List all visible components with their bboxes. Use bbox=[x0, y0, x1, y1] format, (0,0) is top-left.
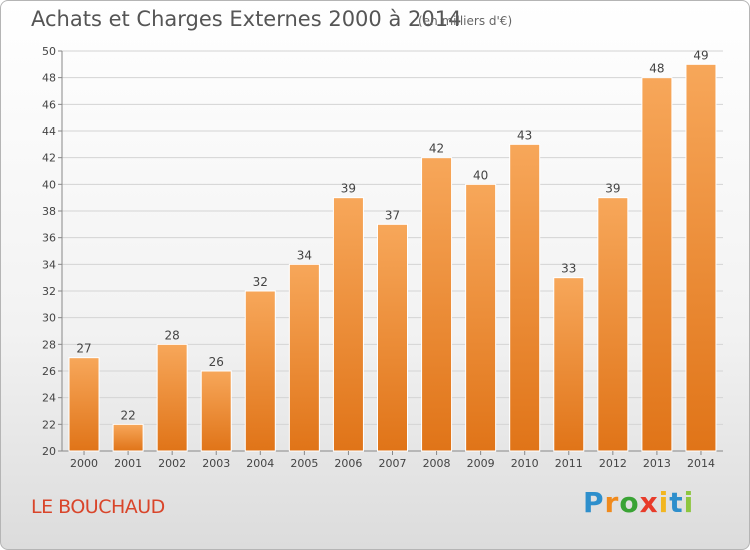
bar-2002 bbox=[156, 343, 188, 452]
logo-letter: t bbox=[669, 486, 684, 519]
logo-letter: i bbox=[658, 486, 670, 519]
value-label-2014: 49 bbox=[693, 48, 708, 62]
bar-2008 bbox=[421, 157, 453, 452]
value-label-2002: 28 bbox=[165, 328, 180, 342]
y-tick-label: 32 bbox=[42, 285, 56, 298]
x-tick-label-2004: 2004 bbox=[246, 457, 274, 470]
logo-letter: P bbox=[583, 486, 605, 519]
bar-2004 bbox=[244, 290, 276, 452]
x-tick-label-2003: 2003 bbox=[202, 457, 230, 470]
y-tick-label: 34 bbox=[42, 258, 56, 271]
bar-2013 bbox=[641, 77, 673, 452]
value-label-2012: 39 bbox=[605, 182, 620, 196]
logo-letter: r bbox=[604, 486, 620, 519]
x-tick-label-2005: 2005 bbox=[290, 457, 318, 470]
value-label-2001: 22 bbox=[120, 408, 135, 422]
logo-letter: i bbox=[683, 486, 695, 519]
logo-letter: o bbox=[619, 486, 640, 519]
bar-2006 bbox=[332, 197, 364, 452]
logo-letter: x bbox=[639, 486, 659, 519]
bar-2001 bbox=[112, 423, 144, 452]
x-tick-label-2000: 2000 bbox=[70, 457, 98, 470]
bar-2003 bbox=[200, 370, 232, 452]
bar-2011 bbox=[553, 277, 585, 452]
y-tick-label: 46 bbox=[42, 98, 56, 111]
x-tick-label-2007: 2007 bbox=[379, 457, 407, 470]
x-tick-label-2014: 2014 bbox=[687, 457, 715, 470]
value-label-2004: 32 bbox=[253, 275, 268, 289]
commune-name: LE BOUCHAUD bbox=[31, 496, 165, 518]
x-tick-label-2006: 2006 bbox=[334, 457, 362, 470]
x-tick-label-2010: 2010 bbox=[511, 457, 539, 470]
bar-2012 bbox=[597, 197, 629, 452]
y-tick-label: 50 bbox=[42, 45, 56, 58]
y-tick-label: 20 bbox=[42, 445, 56, 458]
value-label-2005: 34 bbox=[297, 248, 312, 262]
y-tick-label: 42 bbox=[42, 152, 56, 165]
x-tick-label-2009: 2009 bbox=[467, 457, 495, 470]
chart-unit: (en milliers d'€) bbox=[418, 14, 513, 28]
x-tick-label-2013: 2013 bbox=[643, 457, 671, 470]
value-label-2006: 39 bbox=[341, 182, 356, 196]
y-tick-label: 24 bbox=[42, 392, 56, 405]
value-label-2007: 37 bbox=[385, 208, 400, 222]
value-label-2011: 33 bbox=[561, 262, 576, 276]
y-tick-label: 38 bbox=[42, 205, 56, 218]
y-tick-label: 48 bbox=[42, 72, 56, 85]
y-tick-label: 22 bbox=[42, 418, 56, 431]
bar-2010 bbox=[509, 143, 541, 452]
value-label-2000: 27 bbox=[76, 342, 91, 356]
x-tick-label-2002: 2002 bbox=[158, 457, 186, 470]
chart-title: Achats et Charges Externes 2000 à 2014 bbox=[31, 7, 462, 31]
y-tick-label: 28 bbox=[42, 338, 56, 351]
y-tick-label: 26 bbox=[42, 365, 56, 378]
y-tick-label: 40 bbox=[42, 178, 56, 191]
y-tick-label: 30 bbox=[42, 312, 56, 325]
bar-2007 bbox=[377, 223, 408, 452]
value-label-2008: 42 bbox=[429, 142, 444, 156]
value-label-2013: 48 bbox=[649, 62, 664, 76]
bar-2005 bbox=[288, 263, 320, 452]
x-tick-label-2001: 2001 bbox=[114, 457, 142, 470]
bar-2000 bbox=[68, 357, 100, 452]
bar-2009 bbox=[465, 183, 497, 452]
proxiti-logo: Proxiti bbox=[583, 486, 694, 519]
y-tick-label: 44 bbox=[42, 125, 56, 138]
x-tick-label-2008: 2008 bbox=[423, 457, 451, 470]
x-tick-label-2012: 2012 bbox=[599, 457, 627, 470]
value-label-2010: 43 bbox=[517, 128, 532, 142]
value-label-2003: 26 bbox=[209, 355, 224, 369]
bar-2014 bbox=[685, 63, 717, 452]
value-label-2009: 40 bbox=[473, 168, 488, 182]
y-tick-label: 36 bbox=[42, 232, 56, 245]
x-tick-label-2011: 2011 bbox=[555, 457, 583, 470]
